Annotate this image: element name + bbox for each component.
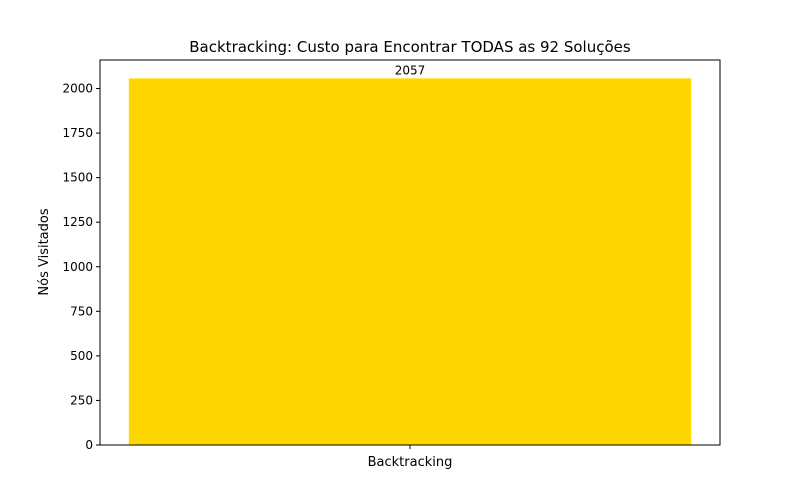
data-label: 2057: [395, 63, 426, 77]
data-labels-group: 2057: [395, 63, 426, 77]
plot-frame: [99, 59, 721, 446]
y-axis-label: Nós Visitados: [37, 208, 52, 295]
y-tick-label: 1750: [62, 126, 93, 140]
y-axis-ticks: 0 250 500 750 1000 1250 1500 1750 2000: [62, 82, 100, 452]
y-tick-label: 1250: [62, 215, 93, 229]
plot-area: 2057 0 250 500 750 1000 1250 1500 1750 2000 Back…: [62, 59, 721, 470]
bars-group: [128, 78, 692, 445]
y-tick-label: 750: [70, 304, 93, 318]
x-tick-label: Backtracking: [368, 455, 453, 470]
bar-backtracking: [128, 78, 692, 445]
y-tick-label: 250: [70, 393, 93, 407]
y-tick-label: 500: [70, 349, 93, 363]
y-tick-label: 1000: [62, 260, 93, 274]
y-tick-label: 2000: [62, 82, 93, 96]
y-tick-label: 0: [85, 438, 93, 452]
chart-title: Backtracking: Custo para Encontrar TODAS…: [189, 38, 631, 56]
x-axis-ticks: Backtracking: [368, 445, 453, 470]
y-tick-label: 1500: [62, 171, 93, 185]
